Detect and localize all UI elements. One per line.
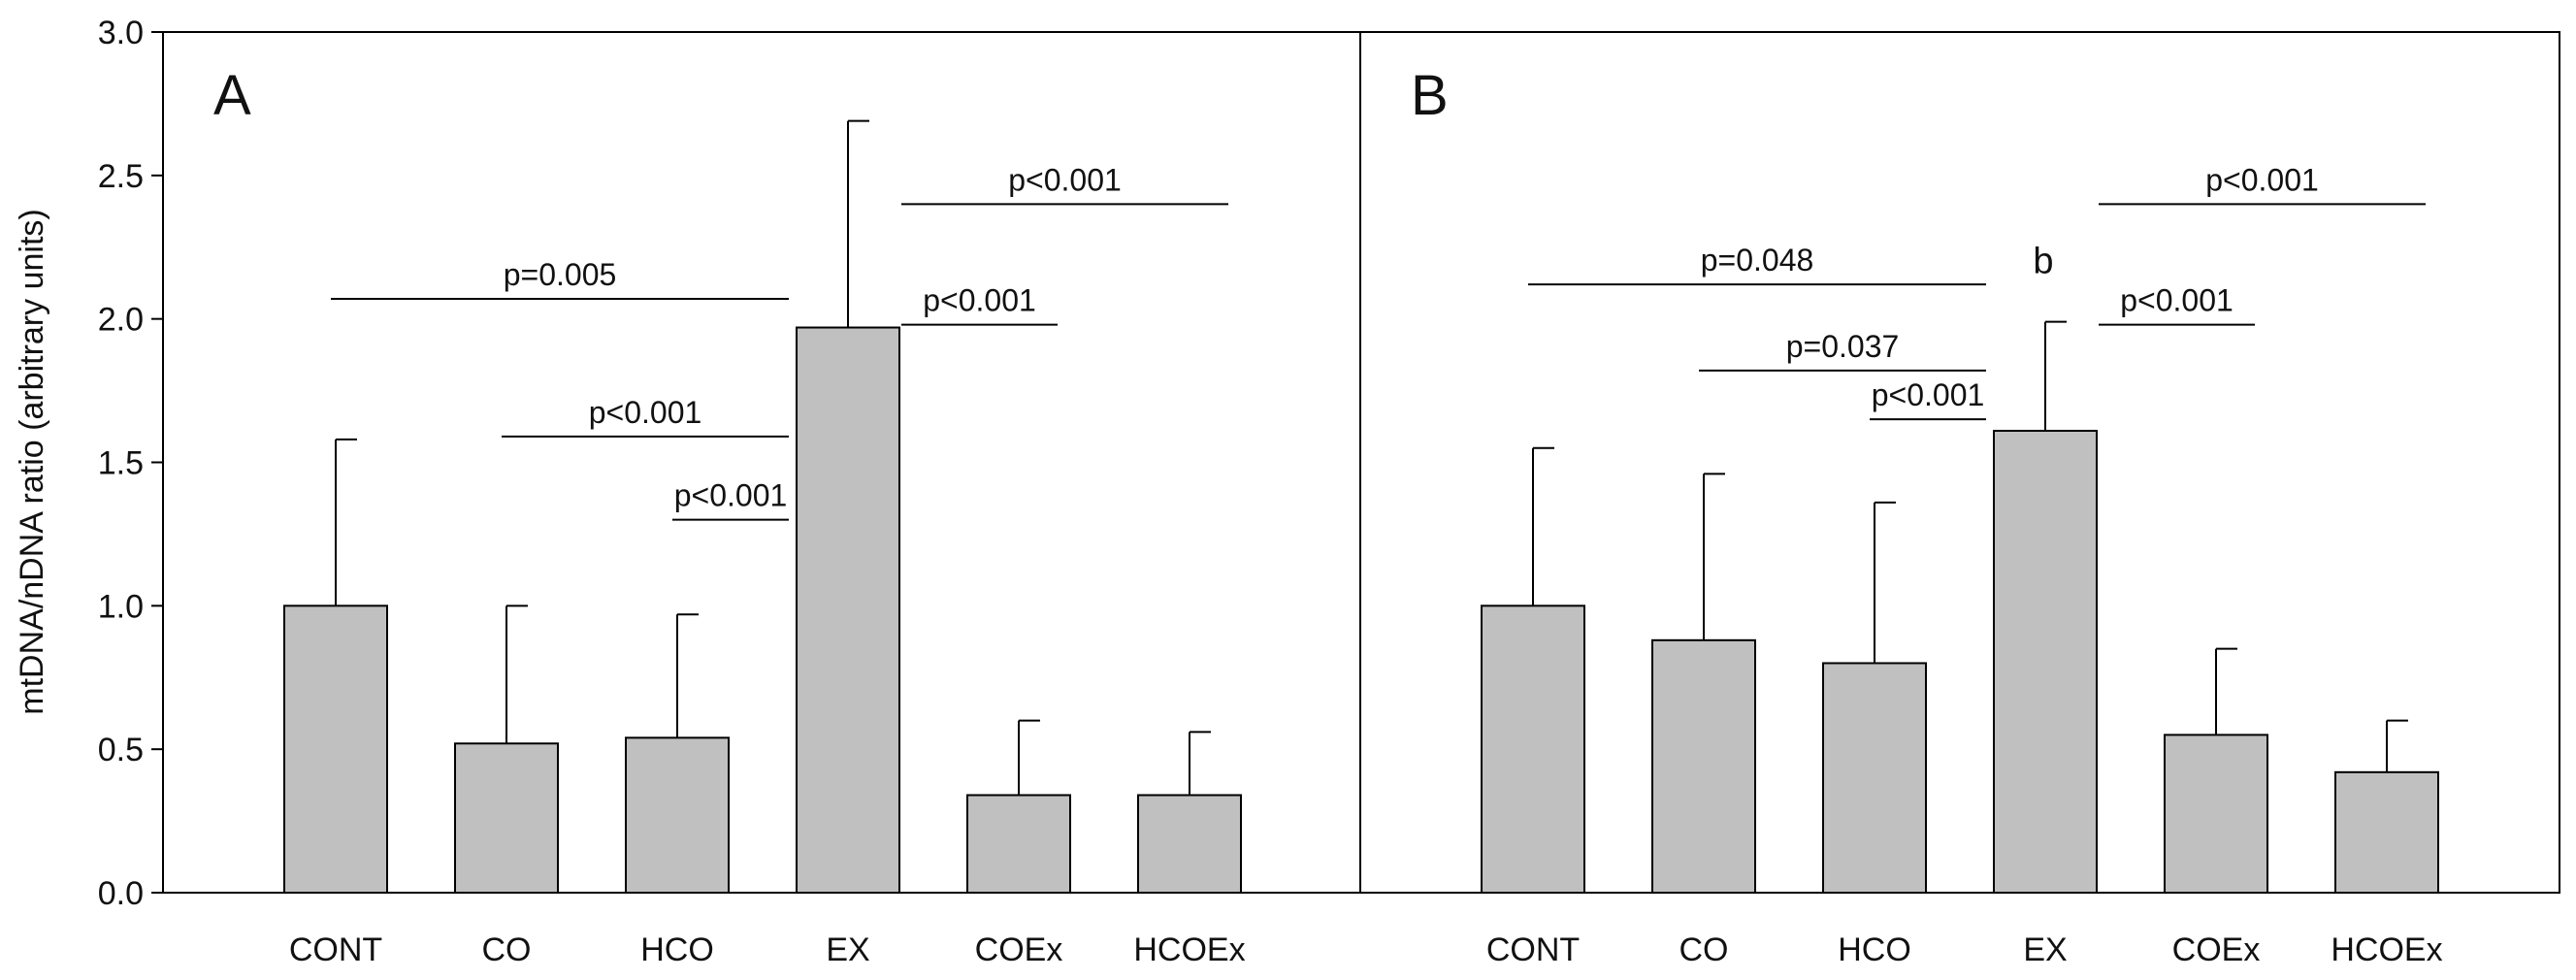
panel-label-a: A — [213, 64, 251, 127]
bar-b-coex — [2164, 734, 2268, 895]
x-tick-label: EX — [2023, 931, 2067, 968]
y-tick-label: 0.5 — [98, 732, 144, 768]
significance-label: p=0.048 — [1701, 243, 1814, 278]
x-tick-label: CONT — [1486, 931, 1580, 968]
y-tick-label: 1.0 — [98, 588, 144, 625]
x-tick-label: HCOEx — [1133, 931, 1245, 968]
y-tick-label: 3.0 — [98, 15, 144, 51]
significance-label: p<0.001 — [923, 283, 1036, 318]
bar-a-ex — [796, 326, 900, 894]
x-tick-label: COEx — [975, 931, 1063, 968]
annotation-label: b — [2033, 241, 2053, 281]
panel-frame-b — [1359, 31, 2560, 894]
significance-label: p<0.001 — [2205, 162, 2319, 197]
plot-area: 0.0 0.5 1.0 1.5 2.0 2.5 3.0 A CONT CO HCO EX COEx HCO… — [98, 15, 2560, 968]
significance-label: p=0.037 — [1786, 329, 1900, 364]
x-tick-label: HCOEx — [2331, 931, 2442, 968]
bar-b-cont — [1481, 604, 1585, 894]
bar-a-hcoex — [1137, 794, 1242, 894]
bar-a-co — [454, 742, 559, 895]
bar-b-co — [1651, 638, 1756, 895]
bar-a-hco — [625, 736, 730, 895]
y-tick-label: 2.0 — [98, 302, 144, 339]
bar-a-coex — [966, 794, 1071, 894]
bar-b-hcoex — [2334, 770, 2439, 895]
bar-b-ex — [1993, 429, 2098, 894]
significance-label: p<0.001 — [1008, 162, 1122, 197]
y-tick-label: 1.5 — [98, 445, 144, 482]
significance-label: p<0.001 — [674, 478, 788, 513]
y-tick-label: 0.0 — [98, 875, 144, 912]
y-axis-title: mtDNA/nDNA ratio (arbitrary units) — [14, 209, 50, 714]
x-tick-label: HCO — [1838, 931, 1911, 968]
x-tick-label: COEx — [2172, 931, 2261, 968]
bar-b-hco — [1822, 662, 1927, 895]
x-tick-label: CO — [1679, 931, 1729, 968]
x-tick-label: CONT — [289, 931, 382, 968]
y-tick-label: 2.5 — [98, 158, 144, 195]
x-tick-label: EX — [826, 931, 869, 968]
significance-label: p<0.001 — [589, 395, 702, 430]
bar-a-cont — [283, 604, 388, 894]
panel-label-b: B — [1411, 64, 1449, 127]
x-tick-label: HCO — [640, 931, 714, 968]
significance-label: p=0.005 — [504, 257, 617, 292]
significance-label: p<0.001 — [2120, 283, 2234, 318]
x-tick-label: CO — [482, 931, 532, 968]
significance-label: p<0.001 — [1872, 377, 1985, 412]
